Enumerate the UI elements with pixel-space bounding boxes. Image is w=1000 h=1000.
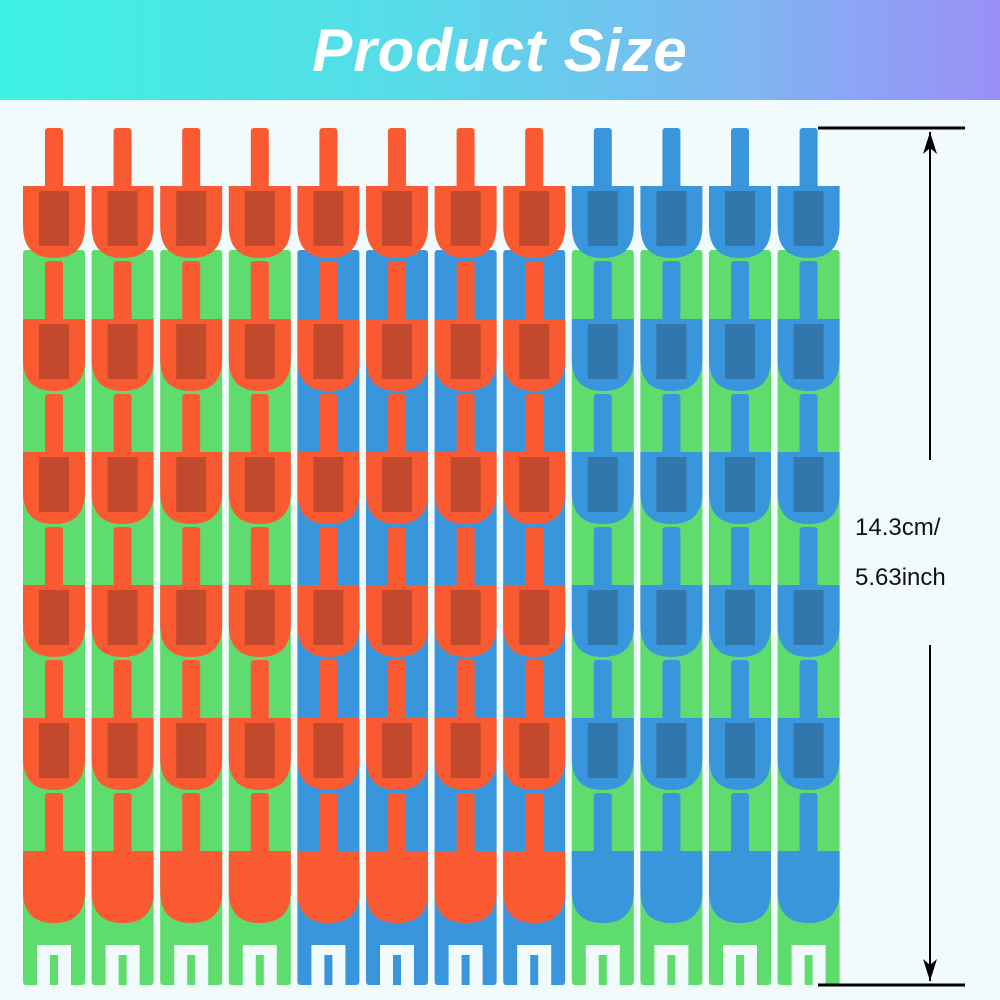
toy-strip (228, 128, 291, 985)
toy-strip (640, 128, 703, 985)
toy-strip (23, 128, 85, 985)
toy-strip (160, 128, 223, 985)
toy-strip (366, 128, 428, 985)
dimension-arrow (818, 126, 965, 987)
title-banner: Product Size (0, 0, 1000, 100)
toy-strip (571, 128, 634, 985)
dimension-cm: 14.3cm/ (855, 514, 941, 541)
toy-strip (503, 128, 566, 985)
dimension-inch: 5.63inch (855, 564, 946, 591)
page-title: Product Size (312, 16, 688, 84)
toy-strip (777, 128, 840, 985)
toy-strip (709, 128, 771, 985)
toy-strip (91, 128, 154, 985)
toy-strip (297, 128, 360, 985)
toy-strip (434, 128, 497, 985)
